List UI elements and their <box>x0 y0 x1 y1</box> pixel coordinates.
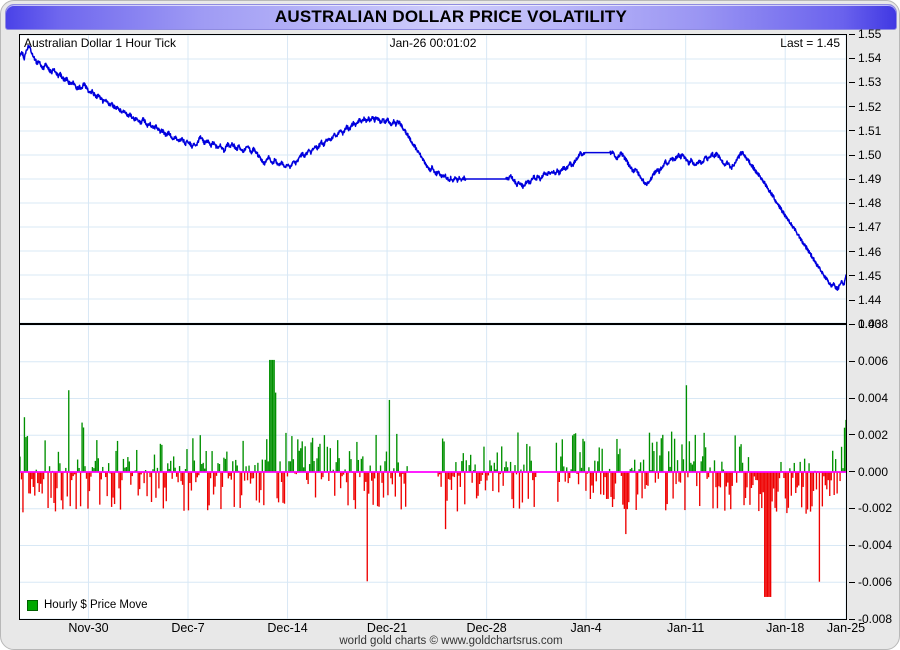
axis-tick-label: 0.008 <box>849 318 888 330</box>
volatility-y-axis: 0.008 0.006 0.004 0.002 0.000 -0.002 -0.004 -0.… <box>849 318 899 625</box>
x-axis-tick-label: Nov-30 <box>68 621 109 635</box>
chart-legend: Hourly $ Price Move <box>27 599 148 611</box>
axis-tick-label: 1.44 <box>849 294 881 306</box>
x-axis-tick-label: Dec-7 <box>171 621 205 635</box>
axis-tick-mark <box>849 130 855 132</box>
window-title-bar: AUSTRALIAN DOLLAR PRICE VOLATILITY <box>5 4 897 30</box>
axis-tick-label: 1.55 <box>849 28 881 40</box>
axis-tick-label: 0.002 <box>849 429 888 441</box>
axis-tick-label: -0.004 <box>849 539 892 551</box>
axis-tick-mark <box>849 581 855 583</box>
axis-tick-mark <box>849 154 855 156</box>
axis-tick-label: -0.006 <box>849 576 892 588</box>
axis-tick-mark <box>849 618 855 620</box>
price-chart-panel[interactable]: Australian Dollar 1 Hour Tick Jan-26 00:… <box>20 35 846 325</box>
axis-tick-label: 1.52 <box>849 101 881 113</box>
axis-tick-label: 1.53 <box>849 76 881 88</box>
price-line-plot <box>20 35 846 323</box>
axis-tick-mark <box>849 471 855 473</box>
axis-tick-mark <box>849 545 855 547</box>
axis-tick-mark <box>849 106 855 108</box>
axis-tick-mark <box>849 202 855 204</box>
footer-credit: world gold charts © www.goldchartsrus.co… <box>339 635 563 647</box>
x-axis-tick-label: Dec-28 <box>466 621 507 635</box>
axis-tick-label: 0.004 <box>849 392 888 404</box>
axis-tick-mark <box>849 299 855 301</box>
axis-tick-label: -0.008 <box>849 613 892 625</box>
x-axis-tick-label: Jan-25 <box>826 621 866 635</box>
axis-tick-mark <box>849 434 855 436</box>
axis-tick-label: 1.49 <box>849 173 881 185</box>
axis-tick-label: 1.50 <box>849 149 881 161</box>
axis-tick-mark <box>849 227 855 229</box>
axis-tick-label: -0.002 <box>849 502 892 514</box>
axis-tick-mark <box>849 178 855 180</box>
volatility-chart-panel[interactable] <box>20 325 846 619</box>
axis-tick-mark <box>849 397 855 399</box>
axis-tick-label: 0.000 <box>849 466 888 478</box>
x-axis-tick-label: Jan-11 <box>667 621 705 635</box>
price-series-label: Australian Dollar 1 Hour Tick <box>24 36 177 50</box>
axis-tick-mark <box>849 33 855 35</box>
legend-label: Hourly $ Price Move <box>44 599 148 611</box>
page-title: AUSTRALIAN DOLLAR PRICE VOLATILITY <box>274 7 628 26</box>
axis-tick-label: 0.006 <box>849 355 888 367</box>
hourly-price-move-bars <box>20 325 846 619</box>
x-axis-tick-label: Jan-18 <box>766 621 805 635</box>
axis-tick-label: 1.47 <box>849 221 881 233</box>
axis-tick-mark <box>849 251 855 253</box>
axis-tick-label: 1.51 <box>849 125 881 137</box>
axis-tick-mark <box>849 323 855 325</box>
chart-frame: Australian Dollar 1 Hour Tick Jan-26 00:… <box>19 34 847 620</box>
axis-tick-label: 1.45 <box>849 270 881 282</box>
x-axis-tick-label: Dec-21 <box>366 621 408 635</box>
x-axis: Nov-30 Dec-7 Dec-14 Dec-21 Dec-28 Jan-4 Jan-11… <box>1 621 899 637</box>
axis-tick-label: 1.54 <box>849 52 881 64</box>
timestamp-label: Jan-26 00:01:02 <box>389 36 477 50</box>
axis-tick-label: 1.46 <box>849 246 881 258</box>
axis-tick-mark <box>849 275 855 277</box>
axis-tick-label: 1.48 <box>849 197 881 209</box>
axis-tick-mark <box>849 360 855 362</box>
axis-tick-mark <box>849 508 855 510</box>
price-y-axis: 1.55 1.54 1.53 1.52 1.51 1.50 1.49 1.48 1.47 1.46… <box>849 28 899 330</box>
last-price-label: Last = 1.45 <box>780 36 840 50</box>
x-axis-tick-label: Dec-14 <box>267 621 308 635</box>
legend-swatch-icon <box>27 599 38 611</box>
x-axis-tick-label: Jan-4 <box>570 621 602 635</box>
axis-tick-mark <box>849 82 855 84</box>
axis-tick-mark <box>849 57 855 59</box>
